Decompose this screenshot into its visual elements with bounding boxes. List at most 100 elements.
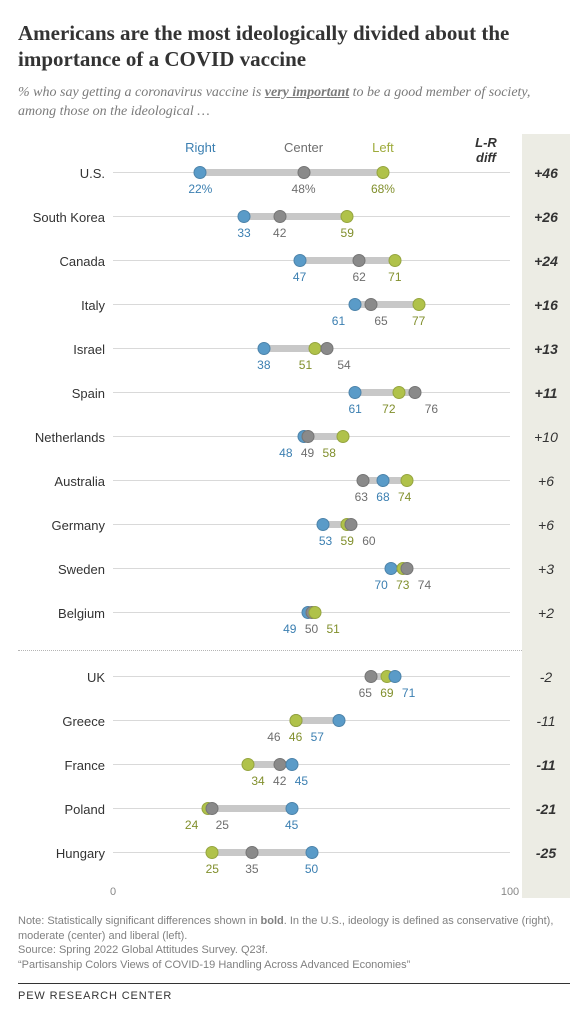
right-dot [285,758,298,771]
right-dot [293,254,306,267]
diff-value: +46 [522,162,570,181]
country-row: Australia636874+6 [18,470,570,514]
left-dot [206,846,219,859]
legend-row: Right Center Left L-R diff [113,140,510,162]
track: 385154 [113,338,510,382]
axis-tick: 100 [501,886,519,898]
country-row: Italy616577+16 [18,294,570,338]
track: 476271 [113,250,510,294]
track: 46 46 57 [113,710,510,754]
left-value: 51 [326,622,339,636]
diff-header-line1: L-R [475,135,497,150]
country-row: South Korea334259+26 [18,206,570,250]
diff-value: +13 [522,338,570,357]
center-dot [301,430,314,443]
legend-right: Right [185,140,215,155]
attribution: PEW RESEARCH CENTER [18,990,570,1002]
x-axis: 0 100 [18,886,570,904]
center-value: 62 [352,270,365,284]
left-value: 69 [380,686,393,700]
country-row: Netherlands484958+10 [18,426,570,470]
baseline [113,764,510,765]
center-dot [206,802,219,815]
center-value: 42 [273,774,286,788]
center-dot [321,342,334,355]
diff-value: -2 [522,666,570,685]
center-dot [273,210,286,223]
track: 656971 [113,666,510,710]
country-label: Germany [18,514,113,533]
note-report: “Partisanship Colors Views of COVID-19 H… [18,959,410,971]
center-dot [357,474,370,487]
left-value: 59 [341,226,354,240]
country-label: Hungary [18,842,113,861]
country-label: UK [18,666,113,685]
left-value: 51 [299,358,312,372]
left-value: 25 [206,862,219,876]
right-value: 22% [188,182,212,196]
country-label: Poland [18,798,113,817]
right-value: 61 [348,402,361,416]
right-dot [349,386,362,399]
center-value: 46 [267,730,280,744]
right-value: 68 [376,490,389,504]
right-dot [333,714,346,727]
right-dot [257,342,270,355]
center-value: 54 [337,358,350,372]
center-value: 60 [362,534,375,548]
left-dot [241,758,254,771]
diff-value: +3 [522,558,570,577]
left-dot [309,606,322,619]
chart-subtitle: % who say getting a coronavirus vaccine … [18,83,570,122]
section-divider [18,650,570,660]
center-value: 25 [216,818,229,832]
center-value: 48% [292,182,316,196]
left-dot [376,166,389,179]
legend-left: Left [372,140,394,155]
baseline [113,808,510,809]
country-row: Spain617276+11 [18,382,570,426]
right-value: 45 [295,774,308,788]
country-row: UK656971 -2 [18,666,570,710]
right-dot [317,518,330,531]
connector [244,213,347,220]
legend-center: Center [284,140,323,155]
track: 253550 [113,842,510,886]
subtitle-pre: % who say getting a coronavirus vaccine … [18,85,265,100]
rows-negative: UK656971-2Greece464657-11France344245-11… [18,666,570,886]
left-dot [400,474,413,487]
center-value: 42 [273,226,286,240]
center-value: 35 [245,862,258,876]
connector [212,849,311,856]
country-label: Italy [18,294,113,313]
country-row: Israel385154+13 [18,338,570,382]
note-bold: bold [261,915,284,927]
country-label: Netherlands [18,426,113,445]
right-value: 57 [311,730,324,744]
baseline [113,480,510,481]
connector [300,257,395,264]
country-label: Greece [18,710,113,729]
right-dot [305,846,318,859]
center-dot [408,386,421,399]
right-value: 47 [293,270,306,284]
country-label: Australia [18,470,113,489]
country-row: France344245-11 [18,754,570,798]
axis-tick: 0 [110,886,116,898]
left-value: 46 [289,730,302,744]
rows-positive: U.S.22%48%68%+46South Korea334259+26Cana… [18,162,570,646]
track: 334259 [113,206,510,250]
center-value: 49 [301,446,314,460]
left-dot [388,254,401,267]
baseline [113,568,510,569]
diff-value: -21 [522,798,570,817]
center-value: 63 [355,490,368,504]
right-value: 49 [283,622,296,636]
right-value: 48 [279,446,292,460]
connector [200,169,383,176]
baseline [113,392,510,393]
track: 22%48%68% [113,162,510,206]
country-label: Canada [18,250,113,269]
chart-title: Americans are the most ideologically div… [18,20,570,73]
chart-note: Note: Statistically significant differen… [18,914,570,973]
